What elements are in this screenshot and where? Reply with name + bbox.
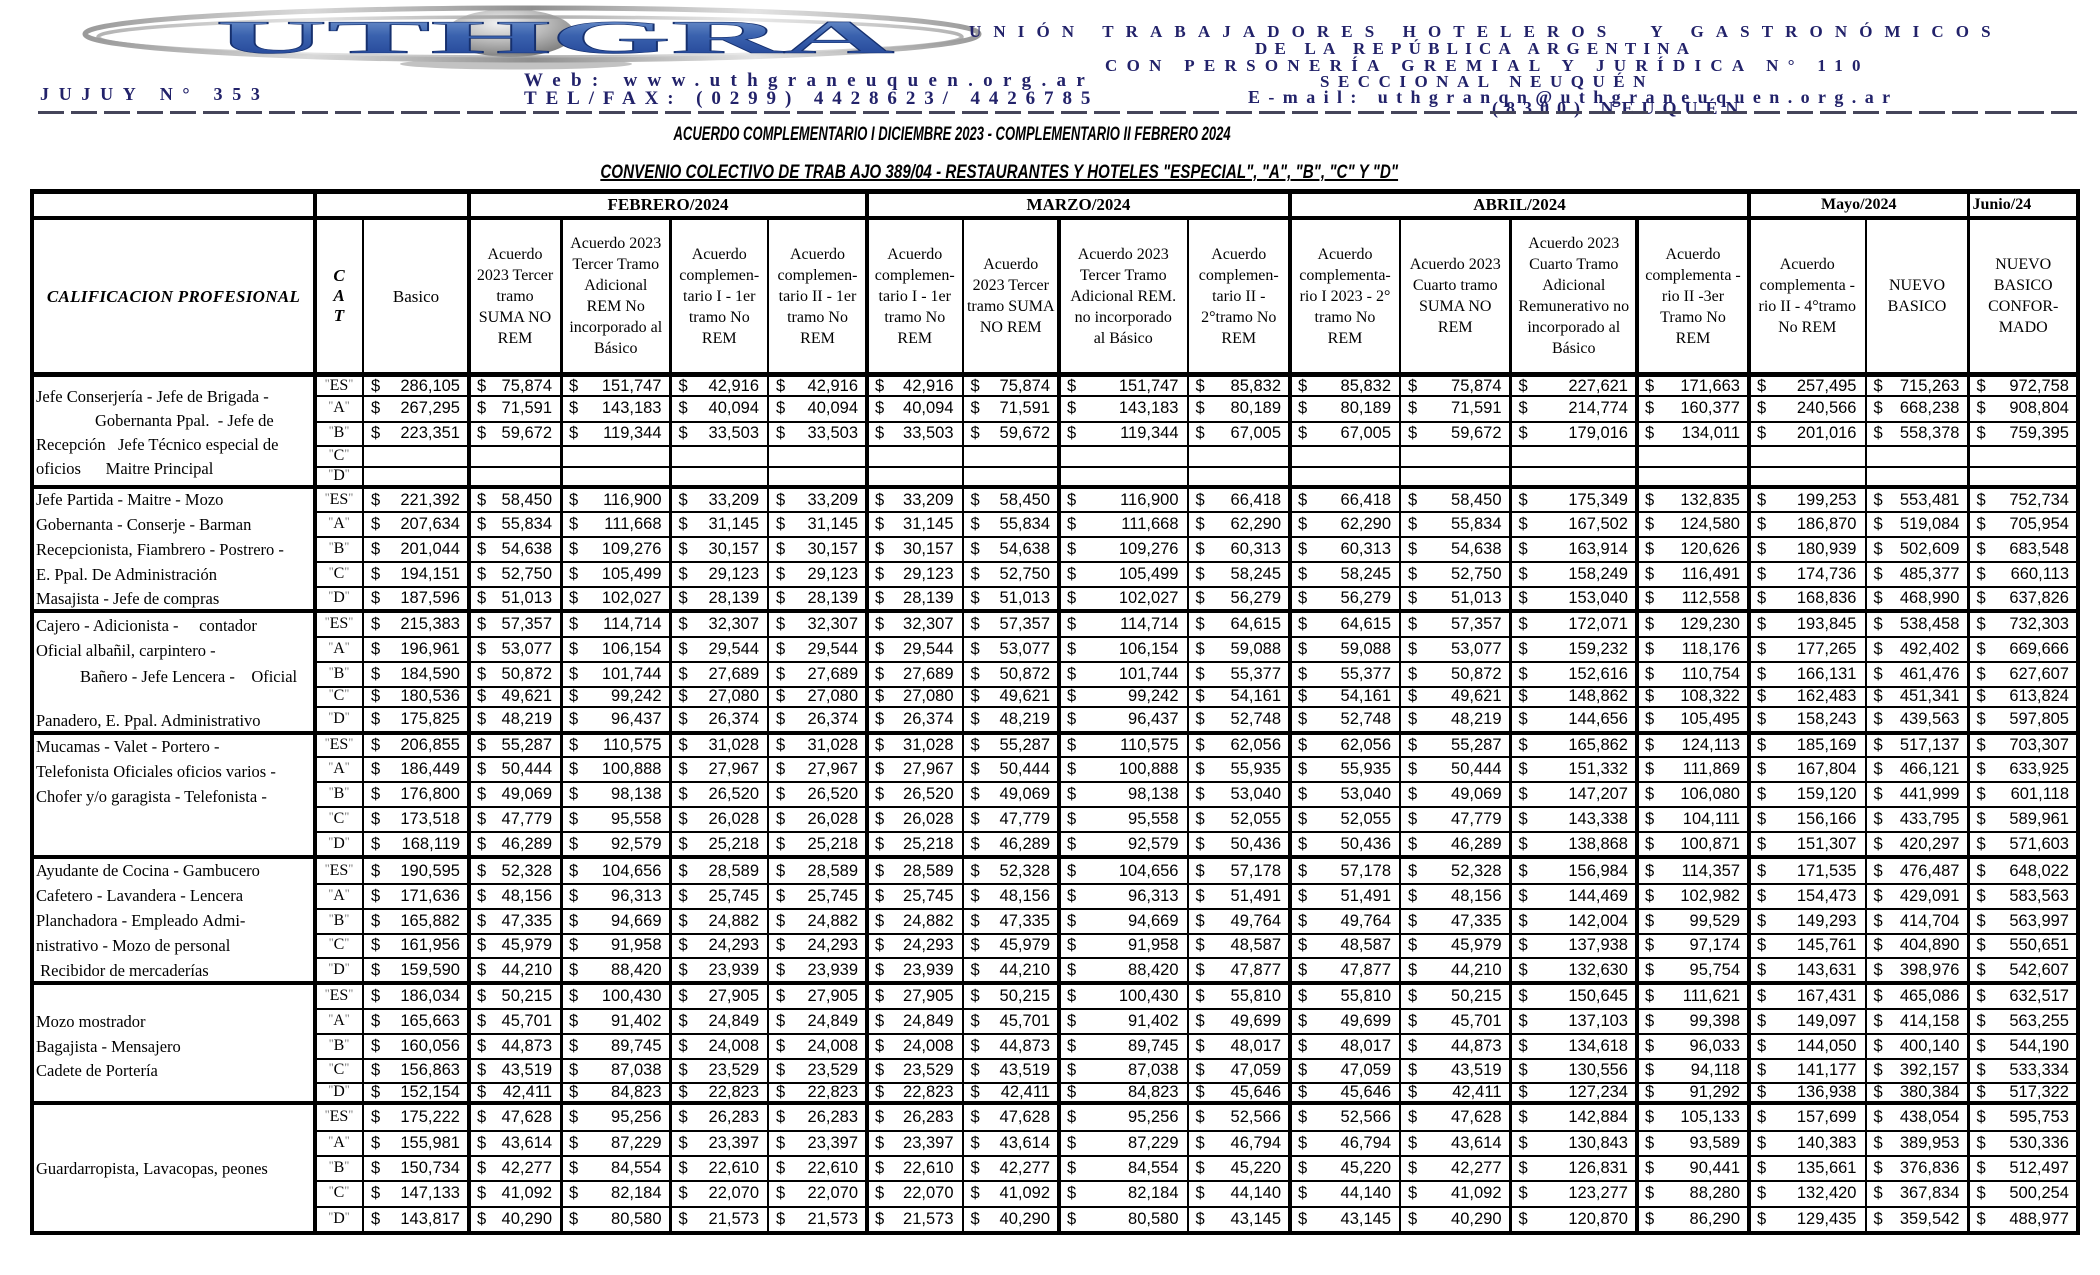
svg-text:UTHGRA: UTHGRA bbox=[216, 12, 895, 64]
